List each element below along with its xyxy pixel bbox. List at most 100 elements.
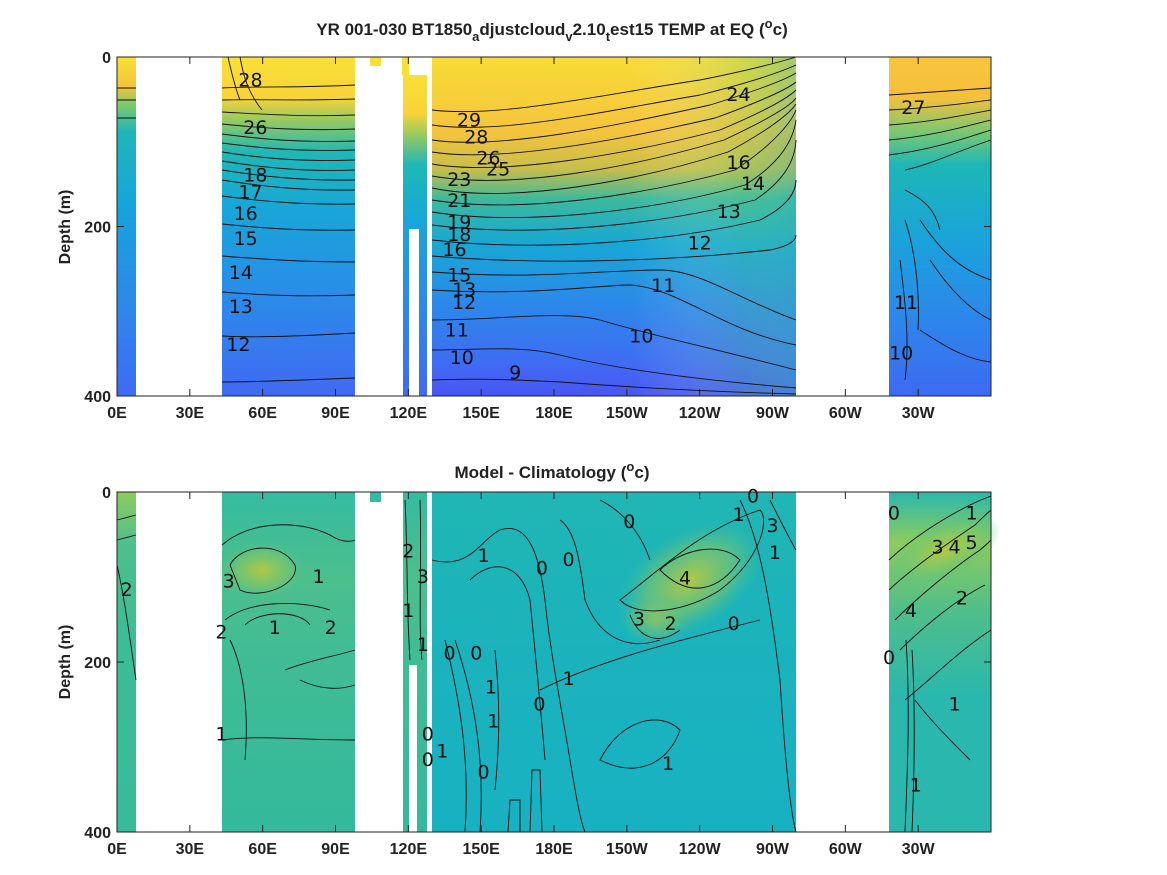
difference-contours <box>116 495 992 833</box>
contour-label: 1 <box>769 542 781 564</box>
contour-label: 0 <box>533 694 545 716</box>
contour-label: 11 <box>894 292 918 314</box>
x-tick-label: 120E <box>390 841 428 858</box>
land-gap <box>877 492 889 500</box>
heatmap-segment-africa <box>117 57 136 396</box>
temperature-contours <box>117 56 992 395</box>
difference-x-axis: 0E 30E 60E 90E 120E 150E 180E 150W 120W 90W 60W 30W <box>107 492 936 858</box>
contour-label: 0 <box>536 558 548 580</box>
heatmap-segment-africa <box>117 492 136 832</box>
x-tick-label: 60E <box>248 841 277 858</box>
contour-label: 2 <box>664 613 676 635</box>
contour-label: 1 <box>966 502 978 524</box>
y-tick-label: 400 <box>84 389 111 406</box>
contour-label: 10 <box>889 343 913 365</box>
x-tick-label: 90E <box>321 841 350 858</box>
temperature-contour-labels: 2826181716151413122928262523211918161513… <box>226 70 925 384</box>
temperature-x-axis: 0E 30E 60E 90E 120E 150E 180E 150W 120W 90W 60W 30W <box>107 57 936 422</box>
contour-label: 16 <box>234 203 258 225</box>
contour-label: 1 <box>436 740 448 762</box>
y-tick-label: 200 <box>84 655 111 672</box>
x-tick-label: 180E <box>535 405 573 422</box>
difference-chart-title: Model - Climatology (oc) <box>455 459 650 482</box>
x-tick-label: 30E <box>176 841 205 858</box>
contour-label: 29 <box>457 110 481 132</box>
temperature-y-axis: 0 200 400 <box>84 50 991 406</box>
contour-label: 1 <box>402 600 414 622</box>
contour-label: 0 <box>422 749 434 771</box>
contour-label: 1 <box>269 617 281 639</box>
heatmap-segment-maritime-sliver <box>402 57 409 75</box>
contour-label: 3 <box>633 609 645 631</box>
x-tick-label: 150E <box>462 405 500 422</box>
contour-label: 1 <box>312 566 324 588</box>
contour-label: 1 <box>910 774 922 796</box>
contour-label: 18 <box>447 224 471 246</box>
x-tick-label: 30W <box>902 405 936 422</box>
difference-y-axis-label: Depth (m) <box>57 625 74 700</box>
contour-label: 1 <box>487 711 499 733</box>
title-fragment: YR 001-030 BT1850 <box>316 20 472 39</box>
contour-label: 5 <box>966 532 978 554</box>
contour-label: 16 <box>726 152 750 174</box>
contour-label: 2 <box>956 587 968 609</box>
x-tick-label: 120W <box>679 841 722 858</box>
title-fragment: t <box>606 29 611 44</box>
land-gap <box>877 57 889 65</box>
title-fragment: Model - Climatology ( <box>455 463 627 482</box>
contour-label: 26 <box>476 148 500 170</box>
heatmap-warm-anomaly <box>620 595 690 645</box>
contour-label: 23 <box>447 169 471 191</box>
difference-heatmap <box>117 492 1001 833</box>
contour-label: 11 <box>445 320 469 342</box>
contour-label: 17 <box>238 182 262 204</box>
temperature-chart-title: YR 001-030 BT1850adjustcloudv2.10test15 … <box>316 16 788 44</box>
contour-label: 13 <box>717 201 741 223</box>
contour-label: 10 <box>629 326 653 348</box>
x-tick-label: 90W <box>756 405 790 422</box>
contour-label: 3 <box>223 570 235 592</box>
contour-label: 0 <box>623 511 635 533</box>
contour-label: 0 <box>470 643 482 665</box>
contour-label: 2 <box>402 541 414 563</box>
x-tick-label: 30W <box>902 841 936 858</box>
contour-label: 1 <box>478 545 490 567</box>
heatmap-segment-indian-ocean <box>222 492 355 832</box>
title-fragment: v <box>565 29 573 44</box>
contour-label: 19 <box>447 211 471 233</box>
contour-label: 28 <box>464 127 488 149</box>
y-tick-label: 200 <box>84 220 111 237</box>
contour-label: 1 <box>417 634 429 656</box>
contour-label: 0 <box>883 647 895 669</box>
x-tick-label: 60E <box>248 405 277 422</box>
contour-label: 28 <box>238 70 262 92</box>
contour-label: 13 <box>229 296 253 318</box>
title-fragment: est15 TEMP at EQ ( <box>610 20 765 39</box>
x-tick-label: 150W <box>606 405 649 422</box>
y-tick-label: 400 <box>84 825 111 842</box>
title-fragment: c) <box>773 20 788 39</box>
contour-label: 15 <box>447 265 471 287</box>
contour-label: 9 <box>509 362 521 384</box>
contour-label: 0 <box>747 485 759 507</box>
contour-label: 2 <box>325 617 337 639</box>
contour-label: 12 <box>226 334 250 356</box>
y-tick-label: 0 <box>102 485 111 502</box>
x-tick-label: 0E <box>107 841 127 858</box>
x-tick-label: 0E <box>107 405 127 422</box>
contour-label: 4 <box>949 536 961 558</box>
heatmap-segment-maritime-sliver <box>370 57 381 66</box>
contour-label: 27 <box>901 97 925 119</box>
contour-label: 21 <box>447 190 471 212</box>
contour-label: 0 <box>478 762 490 784</box>
temperature-y-axis-label: Depth (m) <box>57 190 74 265</box>
x-tick-label: 180E <box>535 841 573 858</box>
land-gap <box>427 492 432 833</box>
contour-label: 0 <box>563 549 575 571</box>
title-fragment: a <box>472 29 480 44</box>
contour-label: 1 <box>485 677 497 699</box>
x-tick-label: 150E <box>462 841 500 858</box>
contour-label: 0 <box>422 723 434 745</box>
